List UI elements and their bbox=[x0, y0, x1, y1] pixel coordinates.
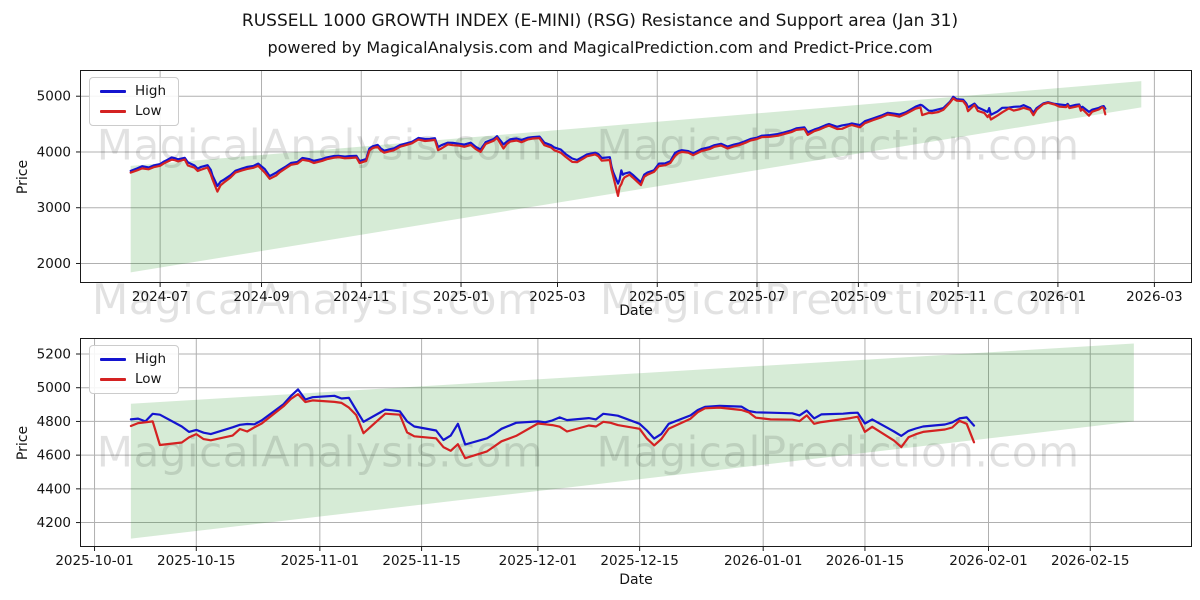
legend-item-low: Low bbox=[100, 371, 166, 387]
y-axis-label-bottom: Price bbox=[15, 425, 31, 461]
legend: High Low bbox=[89, 345, 180, 394]
x-tick-label: 2026-02-15 bbox=[1051, 553, 1129, 569]
x-tick-label: 2025-10-15 bbox=[157, 553, 235, 569]
y-tick-label: 4000 bbox=[37, 144, 71, 160]
x-tick-label: 2026-01 bbox=[1030, 289, 1086, 305]
y-tick-label: 4800 bbox=[37, 414, 71, 430]
y-tick-label: 4600 bbox=[37, 448, 71, 464]
support-resistance-band bbox=[130, 343, 1134, 539]
page-subtitle: powered by MagicalAnalysis.com and Magic… bbox=[267, 38, 933, 57]
legend-label-high: High bbox=[135, 83, 167, 99]
x-tick-label: 2024-07 bbox=[132, 289, 188, 305]
x-tick-label: 2026-01-15 bbox=[826, 553, 904, 569]
low-line-swatch bbox=[100, 110, 126, 113]
y-tick-label: 5000 bbox=[37, 89, 71, 105]
x-tick-label: 2025-11-15 bbox=[382, 553, 460, 569]
low-line bbox=[129, 97, 1107, 198]
legend-label-low: Low bbox=[135, 103, 162, 119]
price-chart-top: MagicalAnalysis.com MagicalPrediction.com… bbox=[37, 70, 1192, 305]
x-axis-label-top: Date bbox=[619, 303, 653, 319]
x-tick-label: 2025-11 bbox=[930, 289, 986, 305]
x-tick-label: 2025-05 bbox=[629, 289, 685, 305]
axes-spines bbox=[80, 70, 1192, 283]
x-tick-label: 2025-12-01 bbox=[499, 553, 577, 569]
y-tick-label: 5200 bbox=[37, 347, 71, 363]
legend-label-low: Low bbox=[135, 371, 162, 387]
x-tick-label: 2025-09 bbox=[830, 289, 886, 305]
x-tick-label: 2025-10-01 bbox=[55, 553, 133, 569]
y-tick-label: 2000 bbox=[37, 256, 71, 272]
watermark-prediction: MagicalPrediction.com bbox=[597, 428, 1080, 477]
page-title: RUSSELL 1000 GROWTH INDEX (E-MINI) (RSG)… bbox=[241, 11, 959, 31]
x-tick-label: 2025-01 bbox=[433, 289, 489, 305]
watermark-analysis: MagicalAnalysis.com bbox=[97, 428, 543, 477]
x-tick-label: 2025-11-01 bbox=[281, 553, 359, 569]
x-tick-label: 2025-07 bbox=[729, 289, 785, 305]
x-tick-label: 2026-01-01 bbox=[724, 553, 802, 569]
low-line bbox=[129, 392, 976, 460]
legend-label-high: High bbox=[135, 351, 167, 367]
x-tick-label: 2025-03 bbox=[529, 289, 585, 305]
y-tick-label: 4400 bbox=[37, 481, 71, 497]
y-tick-label: 3000 bbox=[37, 200, 71, 216]
low-line-swatch bbox=[100, 378, 126, 381]
high-line-swatch bbox=[100, 90, 126, 93]
high-line-swatch bbox=[100, 358, 126, 361]
legend-item-high: High bbox=[100, 83, 167, 99]
legend-item-low: Low bbox=[100, 103, 166, 119]
x-tick-label: 2026-03 bbox=[1126, 289, 1182, 305]
legend: High Low bbox=[89, 77, 180, 126]
high-line bbox=[129, 388, 976, 446]
x-tick-label: 2025-12-15 bbox=[600, 553, 678, 569]
x-tick-label: 2024-11 bbox=[333, 289, 389, 305]
x-tick-label: 2026-02-01 bbox=[949, 553, 1027, 569]
axes-spines bbox=[80, 338, 1192, 547]
legend-item-high: High bbox=[100, 351, 167, 367]
y-tick-label: 5000 bbox=[37, 380, 71, 396]
plot-area-top: MagicalAnalysis.com MagicalPrediction.com… bbox=[37, 70, 1192, 305]
y-axis-label-top: Price bbox=[15, 159, 31, 195]
price-chart-bottom: MagicalAnalysis.com MagicalPrediction.com… bbox=[37, 338, 1192, 569]
x-axis-label-bottom: Date bbox=[619, 572, 653, 588]
y-tick-label: 4200 bbox=[37, 515, 71, 531]
x-tick-label: 2024-09 bbox=[233, 289, 289, 305]
plot-area-bottom: MagicalAnalysis.com MagicalPrediction.com… bbox=[37, 338, 1192, 569]
